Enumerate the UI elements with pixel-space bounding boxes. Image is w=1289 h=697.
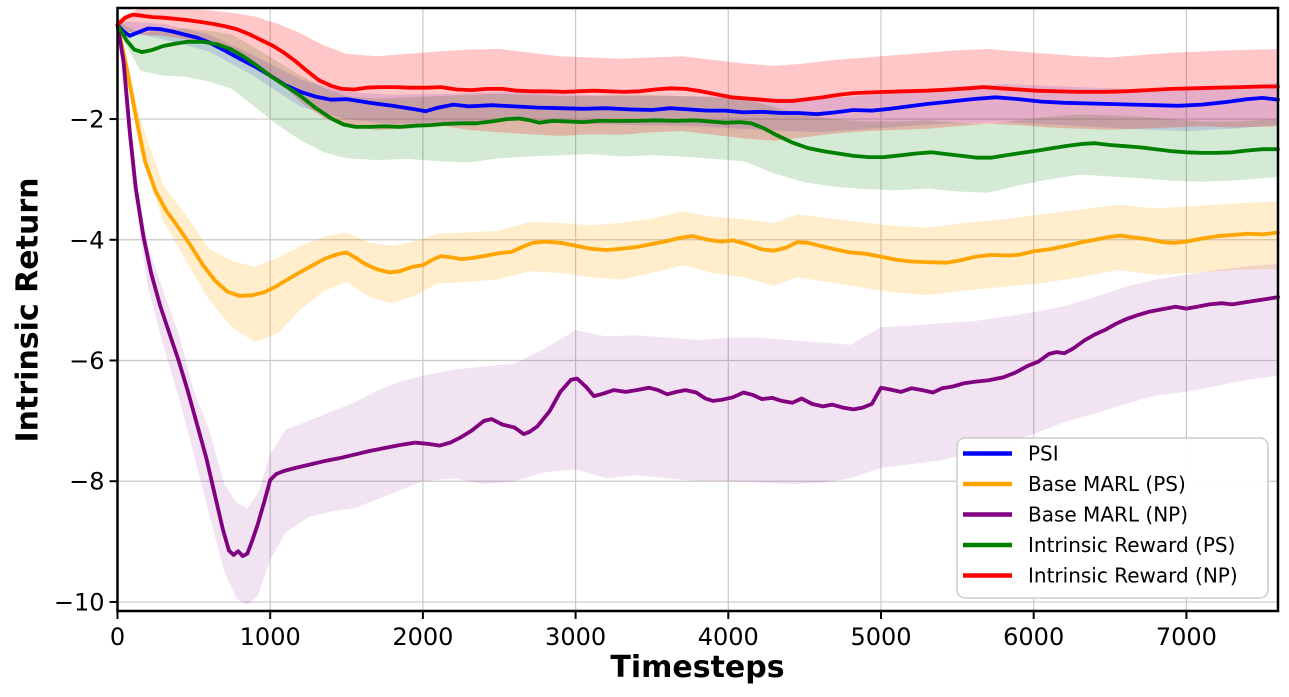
x-tick-label-4000: 4000 — [698, 623, 759, 651]
series-line-intrinsic-reward-ps — [115, 22, 1280, 160]
legend-label-intrinsic-reward-ps: Intrinsic Reward (PS) — [1028, 533, 1235, 557]
series-band-psi — [117, 21, 1278, 133]
legend-label-base-marl-np: Base MARL (NP) — [1028, 503, 1188, 527]
legend — [956, 437, 1269, 599]
legend-label-intrinsic-reward-np: Intrinsic Reward (NP) — [1028, 564, 1238, 588]
x-tick-label-1000: 1000 — [240, 623, 301, 651]
x-tick-label-0: 0 — [110, 623, 125, 651]
series-band-base-marl-ps — [117, 21, 1278, 343]
x-tick-label-3000: 3000 — [545, 623, 606, 651]
series-line-base-marl-ps — [115, 22, 1280, 298]
y-tick-label--4: −4 — [69, 226, 104, 254]
series-line-base-marl-np — [115, 22, 1280, 558]
x-tick-label-6000: 6000 — [1003, 623, 1064, 651]
y-tick-label--6: −6 — [69, 347, 104, 375]
x-tick-label-7000: 7000 — [1156, 623, 1217, 651]
series-band-base-marl-np — [117, 21, 1278, 606]
y-tick-label--10: −10 — [54, 588, 105, 616]
series-line-psi — [115, 22, 1280, 117]
x-tick-label-2000: 2000 — [392, 623, 453, 651]
y-tick-label--2: −2 — [69, 106, 104, 134]
legend-label-psi: PSI — [1028, 442, 1059, 466]
y-tick-label--8: −8 — [69, 468, 104, 496]
plot-border — [116, 6, 1280, 613]
legend-label-base-marl-ps: Base MARL (PS) — [1028, 472, 1186, 496]
x-tick-label-5000: 5000 — [850, 623, 911, 651]
series-line-intrinsic-reward-np — [115, 12, 1280, 103]
series-band-intrinsic-reward-ps — [117, 21, 1278, 193]
